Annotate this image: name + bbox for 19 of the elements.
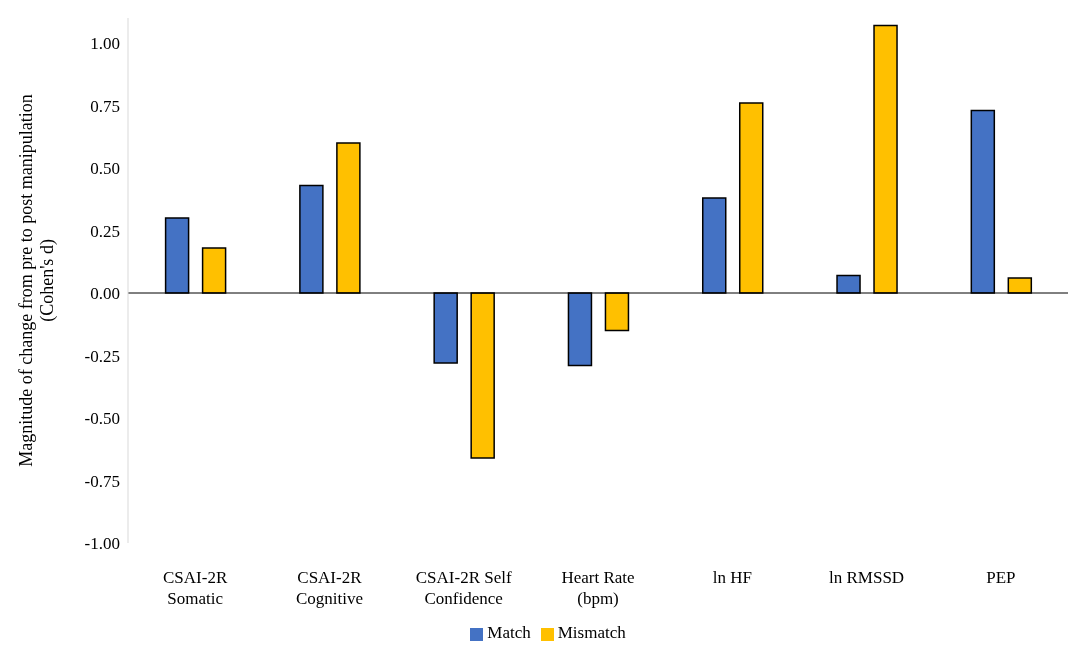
y-tick-label: 1.00: [90, 34, 120, 54]
y-tick-label: 0.25: [90, 221, 120, 241]
x-tick-label: PEP: [986, 568, 1016, 587]
x-tick-label: CSAI-2R Self Confidence: [415, 568, 512, 608]
y-tick-label: 0.50: [90, 159, 120, 179]
y-axis-title: Magnitude of change from pre to post manipulation (Cohen's d): [16, 94, 58, 467]
x-tick-label: ln RMSSD: [829, 568, 905, 587]
legend-label: Mismatch: [557, 623, 626, 642]
x-tick-label: CSAI-2R Cognitive: [295, 568, 363, 608]
y-tick-label: 0.75: [90, 96, 120, 116]
legend-label: Match: [487, 623, 531, 642]
x-tick-label: Heart Rate (bpm): [561, 568, 635, 608]
y-tick-label: 0.00: [90, 284, 120, 304]
y-tick-label: -0.75: [84, 471, 120, 491]
x-tick-label: ln HF: [712, 568, 752, 587]
y-tick-label: -0.50: [84, 409, 120, 429]
x-tick-label: CSAI-2R Somatic: [163, 568, 228, 608]
y-tick-label: -0.25: [84, 346, 120, 366]
y-tick-label: -1.00: [84, 534, 120, 554]
